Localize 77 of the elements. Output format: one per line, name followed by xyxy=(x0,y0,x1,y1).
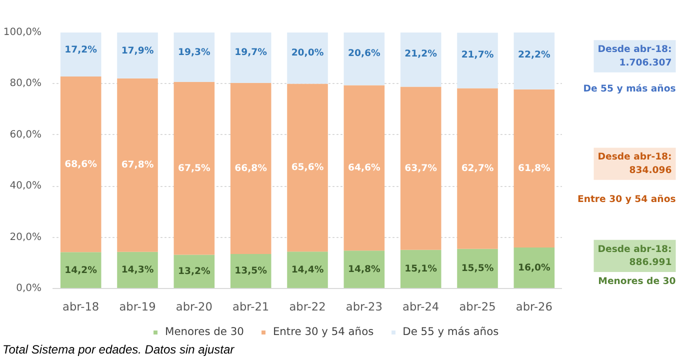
data-label: 14,8% xyxy=(348,264,381,276)
data-label: 15,5% xyxy=(461,263,494,274)
data-label: 14,3% xyxy=(121,264,154,276)
data-label: 14,2% xyxy=(64,264,98,276)
data-label: 16,0% xyxy=(518,262,551,274)
bar xyxy=(514,248,555,288)
y-tick-label: 0,0% xyxy=(16,283,42,294)
y-tick-label: 60,0% xyxy=(10,129,42,140)
bar xyxy=(287,252,328,288)
data-label: 67,5% xyxy=(178,162,211,174)
data-label: 21,2% xyxy=(404,48,438,60)
bar xyxy=(60,252,102,288)
data-label: 20,0% xyxy=(291,47,324,58)
x-tick-label: abr-23 xyxy=(346,300,382,314)
text: Desde abr-18: 1.706.307 xyxy=(598,44,672,68)
y-tick-label: 80,0% xyxy=(10,78,42,90)
bar xyxy=(457,88,498,249)
x-tick-label: abr-19 xyxy=(119,300,156,314)
bar xyxy=(230,32,272,83)
data-label: 14,4% xyxy=(291,264,324,276)
bar xyxy=(344,85,385,251)
text: Menores de 30 xyxy=(598,276,676,288)
bar xyxy=(400,32,442,87)
bar xyxy=(174,82,215,255)
x-tick-label: abr-18 xyxy=(62,300,100,314)
bar xyxy=(174,32,215,82)
data-label: 67,8% xyxy=(121,160,154,171)
bar xyxy=(287,84,328,252)
data-label: 64,6% xyxy=(348,162,381,174)
bar xyxy=(514,32,555,90)
data-label: 19,7% xyxy=(234,47,268,58)
legend-label: Menores de 30 xyxy=(165,325,244,338)
data-label: 13,5% xyxy=(234,266,268,277)
bar xyxy=(117,78,158,252)
x-tick-label: abr-22 xyxy=(289,300,326,314)
bar xyxy=(230,82,272,254)
data-label: 21,7% xyxy=(461,49,494,60)
data-label: 61,8% xyxy=(518,162,551,174)
y-tick-label: 100,0% xyxy=(3,27,42,38)
data-label: 22,2% xyxy=(518,50,551,61)
x-tick-label: abr-24 xyxy=(402,300,440,314)
x-tick-label: abr-21 xyxy=(232,300,270,314)
data-label: 19,3% xyxy=(178,46,211,58)
bar xyxy=(400,86,442,250)
bar xyxy=(457,32,498,88)
data-label: 65,6% xyxy=(291,162,324,174)
bar xyxy=(457,248,498,288)
text: Desde abr-18: 886.991 xyxy=(598,244,672,268)
text: Desde abr-18: 834.096 xyxy=(598,152,672,176)
data-label: 68,6% xyxy=(64,158,98,170)
y-tick-label: 40,0% xyxy=(10,180,42,192)
legend-label: Entre 30 y 54 años xyxy=(272,325,374,338)
bar xyxy=(60,32,102,77)
y-tick-label: 20,0% xyxy=(10,232,42,243)
text: De 55 y más años xyxy=(583,84,676,95)
data-label: 20,6% xyxy=(348,48,381,60)
text: Total Sistema por edades. Datos sin ajustar xyxy=(2,342,236,356)
x-tick-label: abr-20 xyxy=(176,300,212,314)
data-label: 17,2% xyxy=(64,44,98,56)
bar xyxy=(344,32,385,86)
data-label: 66,8% xyxy=(234,162,268,174)
bar xyxy=(60,76,102,252)
data-label: 63,7% xyxy=(404,162,438,174)
data-label: 62,7% xyxy=(461,163,494,174)
x-tick-label: abr-26 xyxy=(516,300,552,314)
bar xyxy=(287,32,328,84)
legend-label: De 55 y más años xyxy=(402,325,499,338)
bar xyxy=(514,89,555,248)
text: Entre 30 y 54 años xyxy=(577,194,676,205)
bar xyxy=(344,250,385,288)
data-label: 13,2% xyxy=(178,266,211,278)
bar xyxy=(117,32,158,78)
x-tick-label: abr-25 xyxy=(459,300,496,314)
data-label: 17,9% xyxy=(121,45,154,56)
bar xyxy=(117,252,158,288)
bar xyxy=(400,250,442,288)
data-label: 15,1% xyxy=(404,264,438,275)
